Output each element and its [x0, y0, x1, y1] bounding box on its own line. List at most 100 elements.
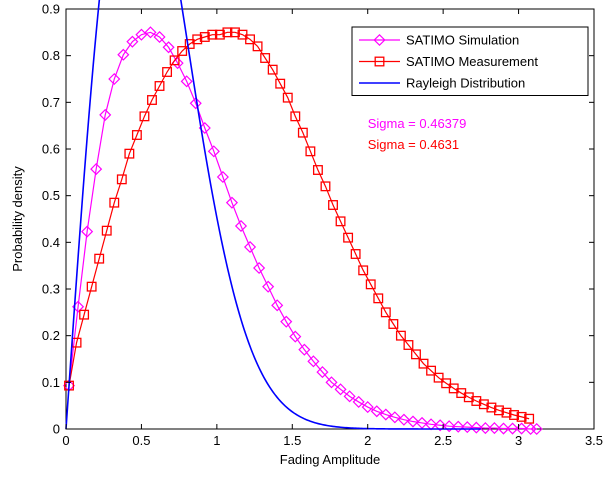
- data-point: [271, 299, 284, 312]
- y-tick-label: 0.8: [42, 48, 60, 63]
- data-point: [289, 330, 302, 343]
- data-point: [343, 232, 354, 243]
- legend-item: Rayleigh Distribution: [359, 76, 525, 91]
- x-tick-label: 0.5: [132, 433, 150, 448]
- data-point: [305, 146, 316, 157]
- legend-item: SATIMO Simulation: [359, 33, 519, 48]
- data-point: [325, 376, 338, 389]
- data-point: [189, 97, 202, 110]
- legend-label: Rayleigh Distribution: [406, 76, 525, 91]
- x-tick-label: 3.5: [585, 433, 603, 448]
- data-point: [478, 399, 489, 410]
- annotation-sigma: Sigma = 0.4631: [368, 137, 459, 152]
- data-point: [426, 365, 437, 376]
- data-point: [497, 422, 510, 435]
- legend-marker: [374, 56, 385, 67]
- data-point: [486, 402, 497, 413]
- data-point: [144, 26, 157, 39]
- x-tick-label: 1.5: [283, 433, 301, 448]
- data-point: [501, 407, 512, 418]
- data-point: [358, 265, 369, 276]
- data-point: [506, 422, 519, 435]
- data-point: [192, 34, 203, 45]
- data-point: [297, 127, 308, 138]
- data-point: [131, 130, 142, 140]
- data-point: [154, 81, 165, 91]
- data-point: [530, 422, 543, 436]
- y-tick-label: 0.1: [42, 375, 60, 390]
- data-point: [361, 401, 374, 414]
- data-point: [79, 309, 90, 320]
- data-point: [343, 390, 356, 403]
- data-point: [90, 163, 103, 176]
- data-point: [162, 67, 173, 77]
- data-point: [307, 355, 320, 368]
- data-point: [99, 108, 112, 121]
- data-point: [379, 408, 392, 421]
- data-point: [225, 196, 238, 209]
- x-tick-label: 2: [364, 433, 371, 448]
- data-point: [452, 420, 465, 433]
- data-point: [86, 281, 97, 292]
- data-point: [365, 279, 376, 290]
- data-point: [415, 416, 429, 429]
- y-tick-label: 0.9: [42, 2, 60, 17]
- data-point: [260, 53, 271, 63]
- data-point: [494, 405, 504, 416]
- data-point: [135, 28, 148, 41]
- data-point: [397, 413, 410, 426]
- data-point: [411, 349, 421, 360]
- data-point: [162, 41, 175, 54]
- legend-label: SATIMO Measurement: [406, 54, 538, 69]
- data-point: [316, 366, 329, 379]
- y-tick-label: 0.5: [42, 188, 60, 203]
- data-point: [434, 419, 447, 432]
- x-axis-label: Fading Amplitude: [280, 452, 380, 467]
- annotations: Sigma = 0.46379 Sigma = 0.4631: [368, 116, 467, 152]
- data-point: [479, 422, 492, 435]
- series-satimo-measurement: [64, 27, 535, 424]
- data-point: [94, 253, 105, 264]
- data-point: [245, 34, 255, 45]
- data-point: [101, 225, 112, 236]
- data-point: [441, 378, 452, 389]
- x-tick-label: 1: [213, 433, 220, 448]
- y-tick-label: 0: [53, 422, 60, 437]
- legend-item: SATIMO Measurement: [359, 54, 538, 69]
- data-point: [267, 64, 278, 75]
- annotation-sigma: Sigma = 0.46379: [368, 116, 467, 131]
- axes-layer: 0 0.5 1 1.5 2 2.5 3 3.5 0 0.1 0.2 0.3 0.4 0.5 0.6 0.7 0.…: [42, 2, 603, 449]
- data-point: [280, 315, 293, 328]
- data-point: [312, 165, 323, 175]
- data-point: [253, 261, 266, 275]
- data-point: [350, 249, 361, 259]
- legend-marker: [373, 33, 386, 47]
- data-point: [169, 55, 180, 66]
- y-axis-label: Probability density: [10, 166, 25, 272]
- data-point: [352, 395, 365, 408]
- data-point: [370, 405, 383, 418]
- data-point: [108, 72, 121, 86]
- series-line: [68, 31, 537, 430]
- data-point: [516, 411, 527, 422]
- data-point: [109, 197, 120, 208]
- data-point: [126, 35, 139, 48]
- data-point: [298, 343, 311, 356]
- data-point: [524, 422, 537, 436]
- series-satimo-simulation: [62, 26, 543, 436]
- data-point: [335, 216, 346, 227]
- data-point: [147, 95, 157, 105]
- data-point: [406, 415, 420, 428]
- data-point: [199, 32, 210, 42]
- series-line: [65, 0, 481, 430]
- series-layer: [62, 0, 543, 436]
- data-point: [234, 219, 248, 233]
- data-point: [116, 174, 127, 185]
- data-point: [282, 92, 293, 103]
- data-point: [275, 78, 286, 89]
- x-tick-label: 2.5: [434, 433, 452, 448]
- data-point: [180, 75, 193, 88]
- data-point: [222, 27, 233, 38]
- data-point: [388, 319, 399, 329]
- data-point: [207, 29, 218, 40]
